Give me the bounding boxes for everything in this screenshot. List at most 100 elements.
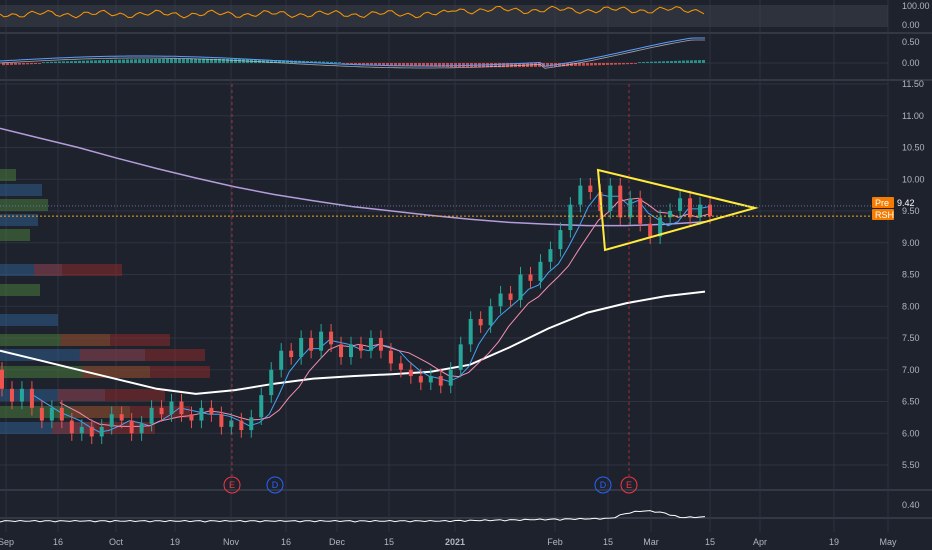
- macd-histogram-bar: [398, 63, 401, 66]
- macd-histogram-bar: [6, 63, 9, 66]
- macd-histogram-bar: [330, 61, 333, 63]
- macd-histogram-bar: [138, 59, 141, 63]
- macd-histogram-bar: [634, 63, 637, 64]
- candle-body: [79, 426, 84, 434]
- candle-body: [269, 369, 274, 396]
- macd-histogram-bar: [58, 61, 61, 63]
- x-tick-label: 19: [829, 537, 839, 547]
- macd-histogram-bar: [174, 58, 177, 63]
- candle-body: [229, 420, 234, 427]
- macd-histogram-bar: [282, 60, 285, 63]
- macd-signal-line: [0, 39, 705, 69]
- candle-body: [488, 306, 493, 326]
- candle-body: [668, 211, 673, 218]
- x-tick-label: Feb: [547, 537, 563, 547]
- macd-histogram-bar: [202, 58, 205, 63]
- price-tick-label: 10.50: [902, 143, 925, 153]
- macd-histogram-bar: [186, 58, 189, 63]
- volume-profile-bar: [0, 229, 30, 241]
- volume-profile-bar: [0, 169, 16, 181]
- triangle-pattern: [596, 168, 759, 252]
- macd-histogram-bar: [686, 60, 689, 63]
- macd-histogram-bar: [98, 60, 101, 63]
- candle-body: [9, 388, 14, 402]
- macd-histogram-bar: [54, 61, 57, 63]
- candle-body: [339, 344, 344, 358]
- candle-body: [658, 217, 663, 237]
- candle-body: [568, 204, 573, 231]
- time-axis: Sep 16 Oct 19 Nov 16 Dec 15 2021 Feb 15 Mar 15 Apr 19 M…: [0, 537, 897, 547]
- macd-histogram-bar: [410, 63, 413, 67]
- candle-body: [378, 338, 383, 351]
- candle-body: [438, 376, 443, 386]
- candle-body: [89, 426, 94, 437]
- candle-body: [129, 420, 134, 434]
- macd-histogram-bar: [690, 60, 693, 63]
- macd-histogram-bar: [606, 63, 609, 65]
- price-tick-label: 11.50: [902, 79, 924, 89]
- candle-body: [358, 344, 363, 351]
- x-tick-label: 15: [705, 537, 715, 547]
- macd-histogram-bar: [350, 63, 353, 65]
- macd-histogram-bar: [378, 63, 381, 66]
- macd-histogram-bar: [206, 58, 209, 63]
- candle-body: [139, 423, 144, 434]
- price-tick-label: 11.00: [902, 111, 924, 121]
- macd-histogram-bar: [458, 63, 461, 68]
- candle-body: [179, 401, 184, 415]
- grid-lines: [0, 0, 932, 532]
- candle-body: [628, 198, 633, 218]
- candle-body: [99, 426, 104, 437]
- macd-histogram-bar: [158, 58, 161, 63]
- candle-body: [119, 414, 124, 421]
- candle-body: [478, 318, 483, 326]
- macd-histogram-bar: [50, 61, 53, 63]
- candle-body: [109, 414, 114, 427]
- macd-histogram-bar: [74, 60, 77, 63]
- candle-body: [0, 369, 4, 389]
- candle-body: [588, 185, 593, 192]
- candle-body: [199, 407, 204, 421]
- x-tick-label: 16: [53, 537, 63, 547]
- candle-body: [678, 198, 683, 211]
- x-tick-label: Oct: [109, 537, 124, 547]
- macd-histogram-bar: [418, 63, 421, 67]
- macd-histogram-bar: [118, 59, 121, 63]
- macd-histogram-bar: [310, 61, 313, 63]
- macd-histogram-bar: [150, 58, 153, 63]
- candle-body: [688, 198, 693, 218]
- rsi-line: [0, 5, 705, 19]
- macd-histogram-bar: [630, 63, 633, 65]
- macd-histogram-bar: [82, 60, 85, 63]
- event-marker: [594, 476, 612, 494]
- macd-histogram-bar: [618, 63, 621, 65]
- volume-profile-bar: [0, 314, 58, 326]
- macd-tick-label: 0.00: [902, 58, 920, 68]
- macd-histogram-bar: [602, 63, 605, 66]
- macd-histogram-bar: [450, 63, 453, 68]
- macd-histogram-bar: [694, 60, 697, 63]
- macd-histogram-bar: [442, 63, 445, 67]
- macd-histogram-bar: [46, 61, 49, 63]
- macd-histogram-bar: [426, 63, 429, 67]
- macd-histogram-bar: [322, 61, 325, 63]
- x-tick-label: 16: [281, 537, 291, 547]
- macd-histogram-bar: [610, 63, 613, 65]
- candle-body: [39, 407, 44, 421]
- macd-histogram-bar: [550, 63, 553, 67]
- x-tick-label: 15: [384, 537, 394, 547]
- volume-profile-sell-bar: [60, 334, 170, 346]
- volume-profile-bar: [0, 214, 38, 226]
- macd-histogram-bar: [642, 62, 645, 63]
- macd-histogram-bar: [170, 58, 173, 63]
- price-label-name: RSH: [875, 210, 894, 220]
- macd-histogram-bar: [110, 59, 113, 63]
- macd-histogram-bar: [414, 63, 417, 67]
- macd-histogram-bar: [90, 60, 93, 63]
- macd-histogram-bar: [674, 60, 677, 63]
- candle-body: [388, 350, 393, 364]
- price-axis: 11.50 11.00 10.50 10.00 9.50 9.00 8.50 8.00 7.50…: [902, 1, 930, 510]
- candle-body: [19, 388, 24, 402]
